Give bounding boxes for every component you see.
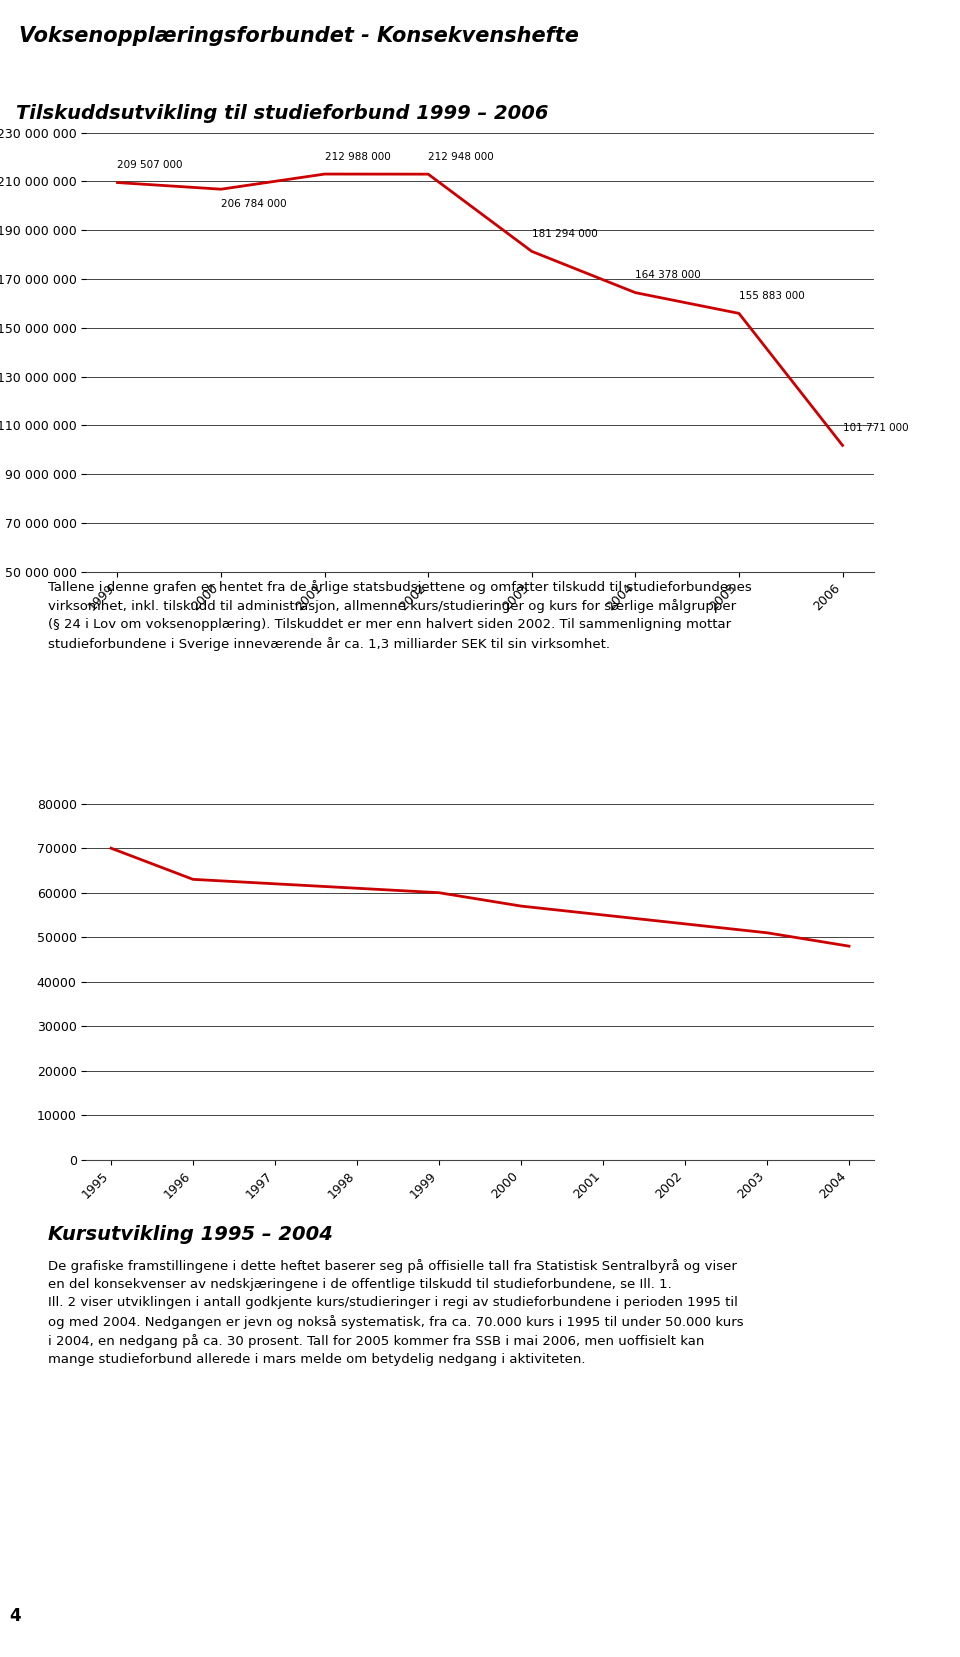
Text: 206 784 000: 206 784 000 [221, 199, 287, 209]
Text: Kursutvikling 1995 – 2004: Kursutvikling 1995 – 2004 [48, 1225, 333, 1244]
Text: Tallene i denne grafen er hentet fra de årlige statsbudsjettene og omfatter tils: Tallene i denne grafen er hentet fra de … [48, 580, 752, 651]
Text: Voksenopplæringsforbundet - Konsekvenshefte: Voksenopplæringsforbundet - Konsekvenshe… [19, 27, 579, 46]
Text: 155 883 000: 155 883 000 [739, 292, 804, 302]
Text: 101 771 000: 101 771 000 [843, 423, 908, 432]
Text: 212 988 000: 212 988 000 [324, 152, 391, 162]
Text: 212 948 000: 212 948 000 [428, 152, 494, 162]
Text: Tilskuddsutvikling til studieforbund 1999 – 2006: Tilskuddsutvikling til studieforbund 199… [15, 104, 548, 123]
Text: 4: 4 [10, 1607, 21, 1624]
Text: 164 378 000: 164 378 000 [636, 270, 701, 280]
Text: 209 507 000: 209 507 000 [117, 161, 183, 171]
Text: De grafiske framstillingene i dette heftet baserer seg på offisielle tall fra St: De grafiske framstillingene i dette heft… [48, 1259, 744, 1365]
Text: 181 294 000: 181 294 000 [532, 229, 597, 239]
